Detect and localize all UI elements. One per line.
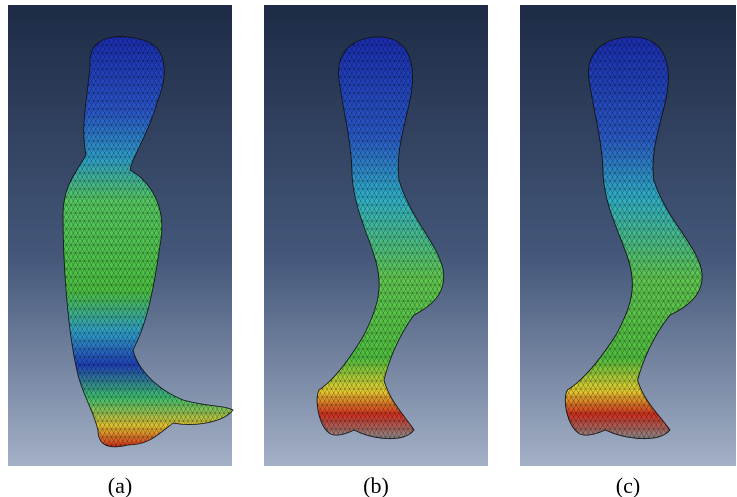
page: (a) (b) (c) (() => { const data = JSON.p… bbox=[0, 0, 737, 497]
panel-c bbox=[508, 5, 737, 466]
figure: (a) (b) (c) bbox=[0, 0, 737, 497]
panel-caption: (b) bbox=[363, 473, 389, 497]
panel-caption: (c) bbox=[616, 473, 640, 497]
panel-caption: (a) bbox=[108, 473, 132, 497]
panel-a bbox=[8, 5, 233, 466]
panel-b bbox=[264, 5, 488, 466]
